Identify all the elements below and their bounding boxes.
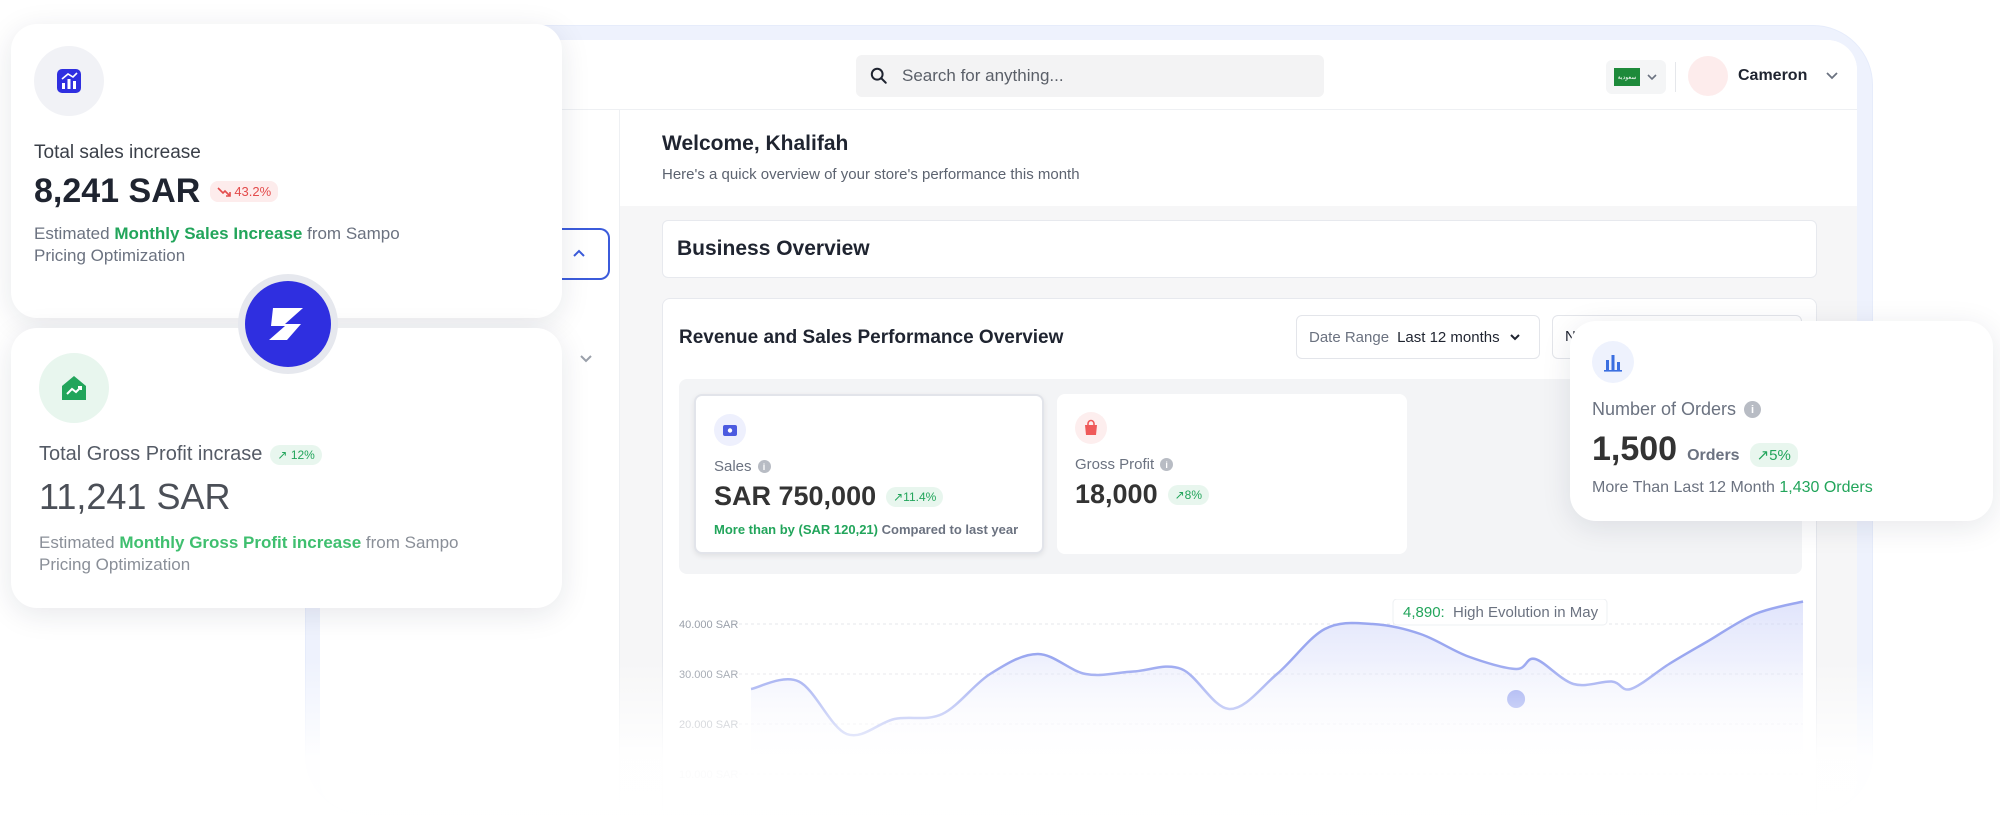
user-name: Cameron (1738, 67, 1808, 84)
avatar (1688, 56, 1728, 96)
gross-profit-float-label-row: Total Gross Profit incrase ↗ 12% (39, 443, 534, 466)
info-icon[interactable]: i (1744, 401, 1762, 418)
desc-bold: Monthly Gross Profit increase (119, 533, 362, 552)
chevron-down-icon (1826, 72, 1838, 80)
wallet-icon (714, 414, 746, 446)
orders-card: Number of Orders i 1,500 Orders ↗5% More… (1570, 321, 1993, 521)
total-sales-card: Total sales increase 8,241 SAR 43.2% Est… (11, 24, 562, 318)
user-menu[interactable]: Cameron (1688, 56, 1841, 96)
top-bar: سعودية Cameron (320, 40, 1857, 110)
gross-profit-stat-card[interactable]: Gross Profit i 18,000 ↗8% (1057, 394, 1407, 554)
sales-label: Sales (714, 458, 752, 475)
gross-profit-description: Estimated Monthly Gross Profit increase … (39, 532, 469, 576)
shopping-bag-icon (1075, 412, 1107, 444)
sales-note-highlight: More than by (SAR 120,21) (714, 522, 878, 537)
sampo-logo-icon (245, 281, 331, 367)
sidebar-item-collapsed[interactable] (578, 350, 594, 371)
y-tick-label: 20.000 SAR (679, 719, 738, 731)
sales-note-rest: Compared to last year (881, 522, 1019, 537)
gross-profit-change: 8% (1184, 487, 1202, 502)
gross-profit-label-row: Gross Profit i (1075, 456, 1389, 473)
desc-pre: Estimated (34, 224, 110, 243)
gross-profit-float-change-badge: ↗ 12% (270, 444, 322, 465)
chevron-down-icon (580, 355, 592, 363)
sales-stat-card[interactable]: Sales i SAR 750,000 ↗11.4% More than by (S… (694, 394, 1044, 554)
sales-note: More than by (SAR 120,21) Compared to la… (714, 522, 1024, 537)
flag-text: سعودية (1617, 74, 1637, 81)
business-overview-title: Business Overview (662, 220, 1817, 278)
info-icon[interactable]: i (1160, 458, 1174, 471)
orders-label-row: Number of Orders i (1592, 399, 1971, 420)
orders-change-badge: ↗5% (1749, 443, 1798, 467)
profit-home-icon (39, 353, 109, 423)
brand-logo (238, 274, 338, 374)
y-tick-label: 30.000 SAR (679, 669, 738, 681)
gross-profit-label: Gross Profit (1075, 456, 1155, 473)
language-selector[interactable]: سعودية (1606, 60, 1666, 94)
revenue-chart: 40.000 SAR 30.000 SAR 20.000 SAR 10.000 SAR… (663, 599, 1818, 810)
area-fill (751, 601, 1803, 810)
chart-annotation: 4,890: High Evolution in May (1392, 599, 1608, 626)
trend-down-icon (217, 186, 232, 197)
orders-note-pre: More Than Last 12 Month (1592, 479, 1775, 496)
gross-profit-change-badge: ↗8% (1167, 484, 1209, 505)
date-range-value: Last 12 months (1397, 328, 1500, 346)
welcome-header: Welcome, Khalifah Here's a quick overvie… (620, 110, 1857, 206)
annotation-box (1392, 599, 1608, 626)
sales-change-badge: ↗11.4% (886, 486, 944, 507)
total-sales-value-row: 8,241 SAR 43.2% (34, 172, 539, 211)
sales-value: SAR 750,000 (714, 481, 877, 511)
sales-label-row: Sales i (714, 458, 1024, 475)
metric-select-value: N (1565, 328, 1576, 345)
orders-value-row: 1,500 Orders ↗5% (1592, 430, 1971, 469)
gross-profit-float-label: Total Gross Profit incrase (39, 443, 263, 465)
annotation-value: 4,890: (1403, 604, 1445, 621)
topbar-divider (1675, 62, 1676, 92)
chevron-up-icon (573, 249, 585, 257)
gross-profit-value: 18,000 (1075, 479, 1158, 509)
gross-profit-card: Total Gross Profit incrase ↗ 12% 11,241 … (11, 328, 562, 608)
total-sales-change: 43.2% (234, 184, 272, 199)
gross-profit-value-row: 18,000 ↗8% (1075, 479, 1389, 510)
gross-profit-float-value: 11,241 SAR (39, 476, 231, 517)
orders-unit: Orders (1687, 447, 1740, 464)
total-sales-description: Estimated Monthly Sales Increase from Sa… (34, 223, 434, 267)
total-sales-change-badge: 43.2% (210, 181, 279, 202)
saudi-flag-icon: سعودية (1614, 68, 1640, 86)
date-range-label: Date Range (1309, 328, 1390, 346)
search-input[interactable] (902, 66, 1302, 86)
sales-chart-icon (34, 46, 104, 116)
gross-profit-float-change: 12% (290, 447, 315, 462)
sales-value-row: SAR 750,000 ↗11.4% (714, 481, 1024, 512)
bar-chart-icon (1592, 341, 1634, 383)
welcome-title: Welcome, Khalifah (662, 132, 849, 155)
revenue-chart-svg: 40.000 SAR 30.000 SAR 20.000 SAR 10.000 SAR… (679, 599, 1804, 810)
desc-post: from Sampo Pricing Optimization (39, 533, 459, 574)
date-range-select[interactable]: Date Range Last 12 months (1296, 315, 1540, 359)
desc-post: from Sampo Pricing Optimization (34, 224, 400, 265)
highlight-point (1507, 690, 1526, 708)
orders-value: 1,500 (1592, 430, 1678, 468)
search-box[interactable] (856, 55, 1324, 97)
info-icon[interactable]: i (757, 460, 771, 473)
y-tick-label: 10.000 SAR (679, 769, 738, 781)
desc-pre: Estimated (39, 533, 115, 552)
sidebar-item-active[interactable] (550, 228, 610, 280)
orders-note: More Than Last 12 Month 1,430 Orders (1592, 479, 1971, 497)
annotation-text: High Evolution in May (1453, 604, 1599, 621)
desc-bold: Monthly Sales Increase (114, 224, 303, 243)
total-sales-value: 8,241 SAR (34, 172, 201, 210)
total-sales-label: Total sales increase (34, 142, 201, 163)
welcome-subtitle: Here's a quick overview of your store's … (662, 166, 1080, 183)
orders-label: Number of Orders (1592, 399, 1737, 419)
revenue-title: Revenue and Sales Performance Overview (679, 327, 1064, 348)
chevron-down-icon (1647, 74, 1657, 81)
orders-change: 5% (1769, 447, 1791, 464)
orders-note-bold: 1,430 Orders (1779, 479, 1873, 496)
chevron-down-icon (1509, 334, 1520, 341)
search-icon (870, 67, 887, 84)
sales-change: 11.4% (903, 489, 937, 504)
y-tick-label: 40.000 SAR (679, 619, 738, 631)
